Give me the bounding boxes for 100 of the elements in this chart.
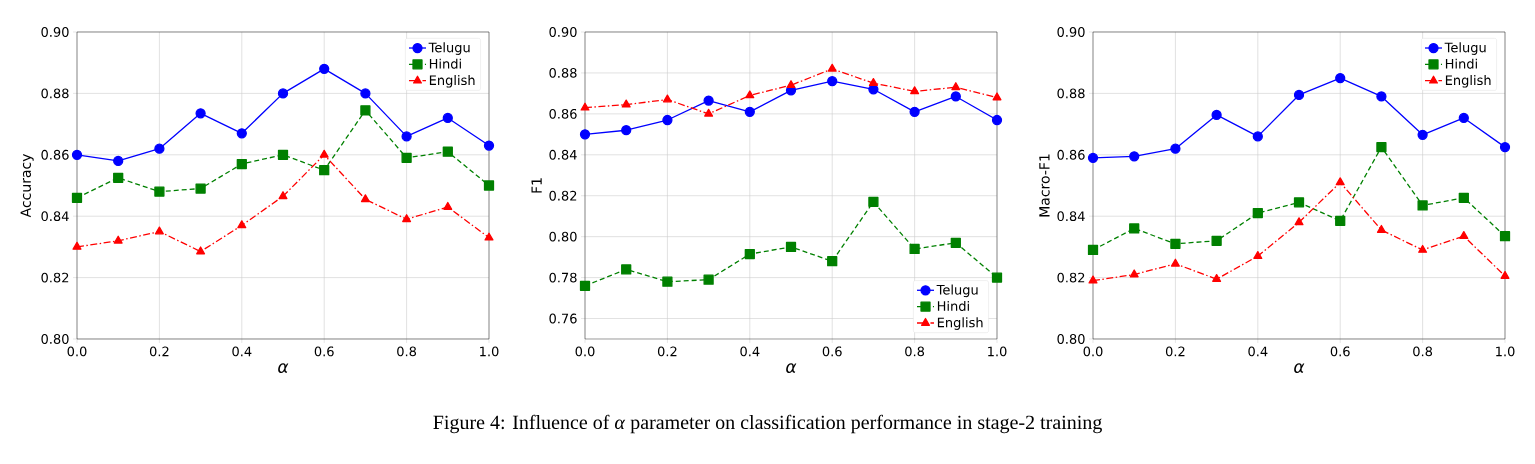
y-tick-label: 0.80 — [549, 231, 577, 242]
x-tick-label: 0.4 — [1248, 346, 1268, 357]
point — [704, 108, 714, 117]
point — [484, 232, 494, 241]
point — [703, 95, 714, 106]
point — [277, 149, 289, 160]
point — [154, 226, 164, 235]
y-tick-label: 0.88 — [1057, 88, 1085, 99]
point — [1170, 238, 1181, 249]
point — [71, 192, 83, 203]
y-tick-label: 0.88 — [41, 88, 69, 99]
point — [785, 241, 797, 253]
point — [154, 143, 165, 154]
x-tick-label: 0.8 — [397, 346, 417, 357]
y-tick-label: 0.86 — [41, 149, 69, 160]
point — [1499, 231, 1511, 242]
point — [1087, 152, 1099, 163]
x-tick-label: 0.0 — [67, 346, 87, 357]
point — [442, 112, 453, 124]
point — [196, 246, 206, 255]
point — [579, 280, 591, 291]
point — [278, 191, 288, 200]
point — [72, 241, 82, 250]
point — [1129, 269, 1139, 278]
y-tick-label: 0.82 — [41, 272, 69, 283]
point — [827, 256, 838, 267]
point — [113, 172, 124, 183]
point — [621, 264, 632, 275]
legend-label: English — [1445, 75, 1491, 88]
y-tick-label: 0.90 — [549, 27, 577, 37]
point — [1170, 258, 1180, 267]
point — [401, 152, 412, 163]
x-tick-label: 0.6 — [314, 346, 334, 357]
y-tick-label: 0.80 — [41, 334, 69, 344]
point — [113, 235, 123, 244]
x-tick-label: 0.4 — [740, 346, 760, 357]
y-tick-label: 0.84 — [1057, 211, 1085, 222]
point — [401, 131, 412, 142]
x-tick-label: 0.0 — [1083, 346, 1103, 357]
x-tick-label: 0.6 — [1330, 346, 1350, 357]
point — [442, 146, 453, 157]
point — [991, 114, 1003, 126]
point — [1458, 112, 1469, 124]
point — [483, 140, 495, 151]
legend-label: English — [429, 75, 475, 88]
point — [786, 80, 796, 89]
point — [992, 92, 1002, 101]
point — [1293, 89, 1305, 101]
y-axis-title: Accuracy — [20, 153, 34, 218]
y-axis-title: Macro-F1 — [1039, 154, 1050, 217]
point — [621, 125, 632, 136]
point — [360, 194, 370, 203]
point — [579, 129, 591, 140]
point — [402, 214, 412, 223]
point — [319, 165, 330, 176]
point — [745, 90, 755, 99]
point — [703, 274, 714, 285]
x-tick-label: 0.2 — [1165, 346, 1185, 357]
legend-label: Hindi — [1445, 58, 1477, 69]
y-tick-label: 0.78 — [549, 272, 577, 283]
y-tick-label: 0.90 — [41, 27, 69, 37]
point — [1253, 250, 1263, 259]
point — [1417, 129, 1428, 140]
x-tick-label: 1.0 — [1496, 346, 1515, 357]
point — [1087, 244, 1099, 256]
point — [868, 78, 878, 87]
point — [950, 237, 961, 248]
legend-label: Telugu — [1444, 42, 1486, 55]
point — [360, 88, 371, 99]
point — [1458, 192, 1469, 203]
y-tick-label: 0.82 — [1057, 272, 1085, 283]
x-tick-label: 1.0 — [988, 346, 1007, 357]
x-axis-title: α — [1294, 363, 1305, 373]
point — [1129, 223, 1140, 234]
y-tick-label: 0.84 — [41, 211, 69, 222]
point — [744, 248, 755, 260]
x-tick-label: 0.0 — [575, 346, 595, 357]
x-tick-label: 1.0 — [480, 346, 499, 357]
point — [1129, 151, 1140, 162]
legend-label: Telugu — [428, 42, 470, 55]
y-tick-label: 0.76 — [549, 313, 577, 324]
legend-label: Hindi — [429, 58, 461, 69]
point — [1294, 217, 1304, 226]
point — [621, 99, 631, 108]
caption: Figure 4: Influence of α parameter on classification performance in stage-2 training — [433, 414, 1102, 434]
point — [909, 106, 920, 117]
point — [827, 63, 837, 72]
point — [483, 180, 495, 191]
x-tick-label: 0.8 — [905, 346, 925, 357]
point — [1417, 200, 1428, 211]
y-axis-title: F1 — [531, 178, 542, 193]
x-tick-label: 0.2 — [149, 346, 169, 357]
point — [277, 88, 289, 99]
point — [443, 201, 453, 210]
x-axis-title: α — [786, 363, 797, 373]
point — [113, 155, 124, 167]
y-tick-label: 0.90 — [1057, 27, 1085, 37]
point — [1500, 270, 1510, 279]
point — [1418, 244, 1428, 253]
point — [827, 75, 838, 87]
